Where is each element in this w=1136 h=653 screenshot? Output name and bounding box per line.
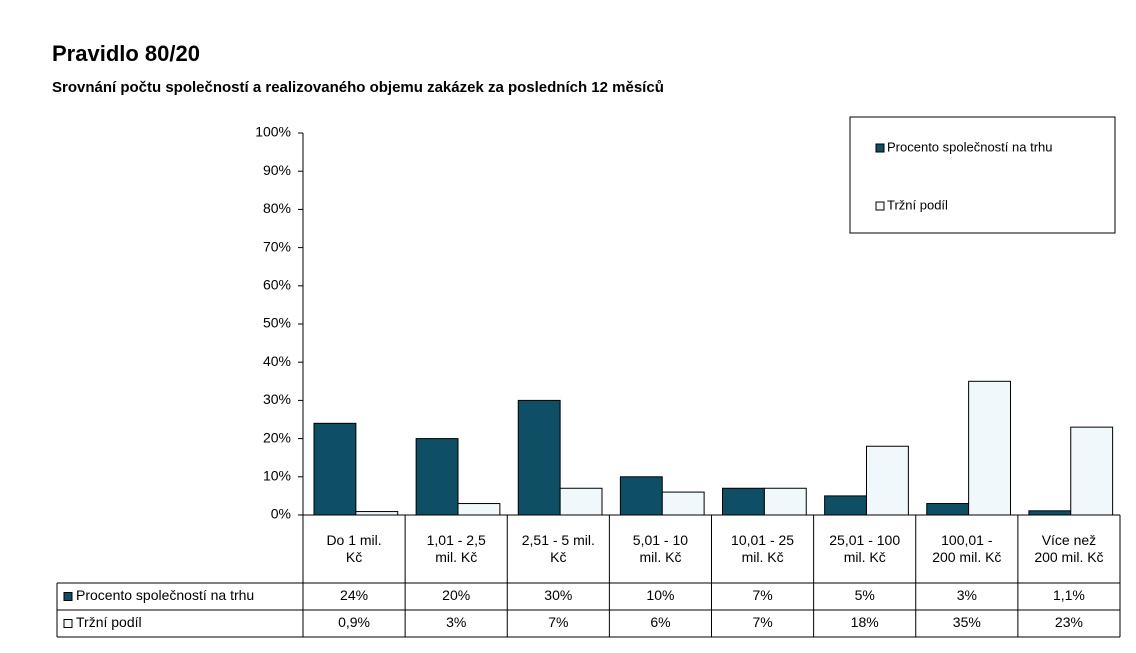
- bar: [661, 491, 705, 516]
- x-tick-label: 2,51 - 5 mil. Kč: [521, 532, 595, 565]
- x-tick-label: Do 1 mil. Kč: [326, 532, 382, 565]
- bar: [457, 503, 501, 516]
- x-tick-label: 1,01 - 2,5 mil. Kč: [426, 532, 486, 565]
- x-tick-label: 10,01 - 25 mil. Kč: [731, 532, 795, 565]
- table-key: [63, 619, 73, 628]
- value-label: 7%: [548, 614, 568, 630]
- bar: [1070, 426, 1114, 516]
- x-tick-label: 5,01 - 10 mil. Kč: [632, 532, 689, 565]
- value-label: 30%: [544, 587, 572, 603]
- y-tick-label: 80%: [263, 200, 291, 216]
- bar: [415, 438, 459, 516]
- y-tick-label: 70%: [263, 238, 291, 254]
- table-key: [63, 592, 73, 601]
- value-label: 18%: [851, 614, 879, 630]
- x-tick-label: 100,01 - 200 mil. Kč: [932, 532, 1002, 565]
- bar: [313, 422, 357, 516]
- legend-label: Procento společností na trhu: [887, 139, 1053, 154]
- legend-swatch: [875, 201, 885, 211]
- chart-title: Pravidlo 80/20: [52, 41, 200, 66]
- bar: [968, 380, 1011, 516]
- y-tick-label: 0%: [271, 506, 291, 522]
- table-row-label: Tržní podíl: [76, 614, 142, 630]
- legend-box: [849, 116, 1116, 234]
- y-tick-label: 40%: [263, 353, 291, 369]
- y-tick-label: 90%: [263, 162, 291, 178]
- bar: [722, 487, 765, 516]
- bar: [559, 487, 603, 516]
- value-label: 3%: [957, 587, 977, 603]
- y-tick-label: 60%: [263, 277, 291, 293]
- bar: [355, 511, 399, 516]
- y-tick-label: 100%: [255, 124, 291, 140]
- y-tick-label: 20%: [263, 429, 291, 445]
- bar: [865, 445, 909, 516]
- chart-subtitle: Srovnání počtu společností a realizované…: [52, 79, 664, 96]
- value-label: 7%: [752, 587, 772, 603]
- value-label: 1,1%: [1053, 587, 1085, 603]
- x-tick-label: Více než 200 mil. Kč: [1034, 532, 1104, 565]
- y-tick-label: 50%: [263, 315, 291, 331]
- value-label: 5%: [855, 587, 875, 603]
- bar: [926, 503, 970, 516]
- value-label: 7%: [752, 614, 772, 630]
- value-label: 3%: [446, 614, 466, 630]
- table-row-label: Procento společností na trhu: [76, 587, 254, 603]
- bar: [517, 399, 561, 516]
- value-label: 35%: [953, 614, 981, 630]
- y-tick-label: 30%: [263, 391, 291, 407]
- legend-label: Tržní podíl: [887, 197, 948, 212]
- y-tick-label: 10%: [263, 468, 291, 484]
- value-label: 0,9%: [338, 614, 370, 630]
- bar: [824, 495, 867, 516]
- bar: [619, 476, 663, 516]
- value-label: 24%: [340, 587, 368, 603]
- value-label: 23%: [1055, 614, 1083, 630]
- x-tick-label: 25,01 - 100 mil. Kč: [829, 532, 901, 565]
- bar: [763, 487, 807, 516]
- value-label: 6%: [650, 614, 670, 630]
- legend-swatch: [875, 143, 885, 153]
- value-label: 10%: [646, 587, 674, 603]
- value-label: 20%: [442, 587, 470, 603]
